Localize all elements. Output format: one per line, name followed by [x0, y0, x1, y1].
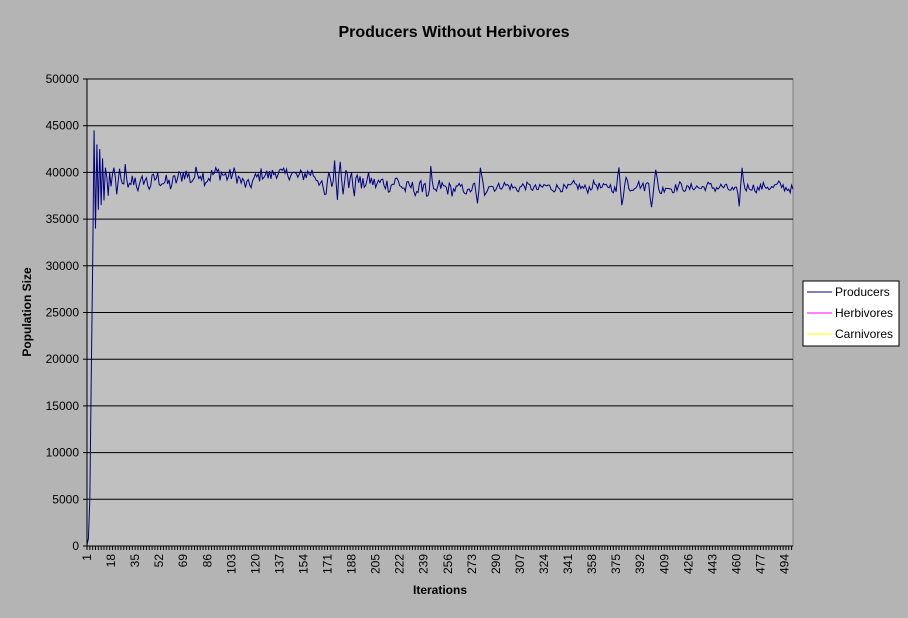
x-tick-label: 239: [417, 554, 431, 574]
x-tick-label: 392: [633, 554, 647, 574]
gridlines: [87, 78, 793, 500]
x-tick-label: 86: [200, 554, 214, 568]
y-axis-ticks: 0 5000 10000 15000 20000 25000 30000 35000 40000…: [46, 72, 87, 553]
x-tick-label: 426: [681, 554, 695, 574]
x-axis-ticks: 1 18 35 52 69 86 103 120 137 154 171 188 205 222 239 25…: [80, 546, 793, 574]
y-tick-label: 30000: [46, 259, 80, 273]
x-tick-label: 52: [152, 554, 166, 568]
y-tick-label: 0: [72, 539, 79, 553]
x-tick-label: 477: [753, 554, 767, 574]
y-tick-label: 50000: [46, 72, 80, 86]
x-tick-label: 341: [561, 554, 575, 574]
y-tick-label: 40000: [46, 165, 80, 179]
legend-label-herbivores: Herbivores: [835, 306, 893, 320]
x-tick-label: 494: [778, 554, 792, 574]
y-tick-label: 25000: [46, 306, 80, 320]
x-tick-label: 358: [585, 554, 599, 574]
x-tick-label: 460: [729, 554, 743, 574]
legend-label-carnivores: Carnivores: [835, 327, 893, 341]
x-tick-label: 290: [489, 554, 503, 574]
x-tick-label: 443: [705, 554, 719, 574]
x-tick-label: 307: [513, 554, 527, 574]
x-tick-label: 171: [321, 554, 335, 574]
x-tick-label: 222: [393, 554, 407, 574]
x-tick-label: 256: [441, 554, 455, 574]
y-tick-label: 45000: [46, 119, 80, 133]
x-tick-label: 188: [345, 554, 359, 574]
y-tick-label: 35000: [46, 212, 80, 226]
x-tick-label: 154: [296, 554, 310, 574]
chart-title: Producers Without Herbivores: [338, 24, 569, 41]
legend: Producers Herbivores Carnivores: [802, 280, 900, 347]
y-tick-label: 5000: [52, 492, 79, 506]
y-tick-label: 20000: [46, 352, 80, 366]
x-tick-label: 1: [80, 554, 94, 561]
series-layer: [86, 130, 794, 546]
legend-items: Producers Herbivores Carnivores: [807, 285, 893, 341]
x-tick-label: 324: [537, 554, 551, 574]
legend-label-producers: Producers: [835, 285, 890, 299]
series-line-producers: [86, 130, 794, 546]
x-tick-label: 273: [465, 554, 479, 574]
x-tick-label: 375: [609, 554, 623, 574]
x-tick-label: 35: [128, 554, 142, 568]
x-tick-label: 409: [657, 554, 671, 574]
x-axis-title: Iterations: [413, 583, 467, 597]
x-tick-label: 69: [176, 554, 190, 568]
y-tick-label: 15000: [46, 399, 80, 413]
y-tick-label: 10000: [46, 446, 80, 460]
x-tick-label: 205: [369, 554, 383, 574]
x-tick-label: 18: [104, 554, 118, 568]
x-tick-label: 137: [272, 554, 286, 574]
x-tick-label: 103: [224, 554, 238, 574]
y-axis-title: Population Size: [20, 267, 34, 357]
x-tick-label: 120: [248, 554, 262, 574]
